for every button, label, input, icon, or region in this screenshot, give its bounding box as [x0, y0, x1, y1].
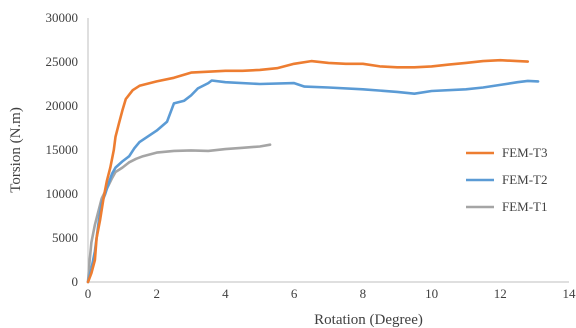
- y-tick-label: 0: [72, 274, 79, 289]
- legend-label: FEM-T2: [502, 172, 548, 187]
- x-tick-label: 2: [153, 286, 160, 301]
- x-tick-label: 6: [291, 286, 298, 301]
- x-axis-title: Rotation (Degree): [314, 312, 423, 328]
- series-lines: [86, 58, 540, 284]
- x-axis-ticks: 0 2 4 6 8 10 12 14: [85, 286, 576, 301]
- x-tick-label: 12: [494, 286, 507, 301]
- y-tick-label: 30000: [46, 10, 79, 25]
- legend-label: FEM-T3: [502, 145, 548, 160]
- series-line-fem-t1: [86, 143, 272, 284]
- y-tick-label: 15000: [46, 142, 79, 157]
- x-tick-label: 4: [222, 286, 229, 301]
- y-tick-label: 25000: [46, 54, 79, 69]
- y-axis-ticks: 0 5000 10000 15000 20000 25000 30000: [46, 10, 79, 289]
- legend: FEM-T3 FEM-T2 FEM-T1: [466, 145, 548, 214]
- x-tick-label: 0: [85, 286, 92, 301]
- series-line-fem-t3: [86, 58, 530, 284]
- x-tick-label: 14: [563, 286, 576, 301]
- y-axis-title: Torsion (N.m): [8, 107, 24, 193]
- x-tick-label: 8: [360, 286, 367, 301]
- y-tick-label: 20000: [46, 98, 79, 113]
- x-tick-label: 10: [425, 286, 438, 301]
- y-tick-label: 10000: [46, 186, 79, 201]
- chart-axes: [87, 18, 569, 283]
- series-line-fem-t2: [86, 79, 540, 284]
- legend-label: FEM-T1: [502, 199, 548, 214]
- y-tick-label: 5000: [52, 230, 78, 245]
